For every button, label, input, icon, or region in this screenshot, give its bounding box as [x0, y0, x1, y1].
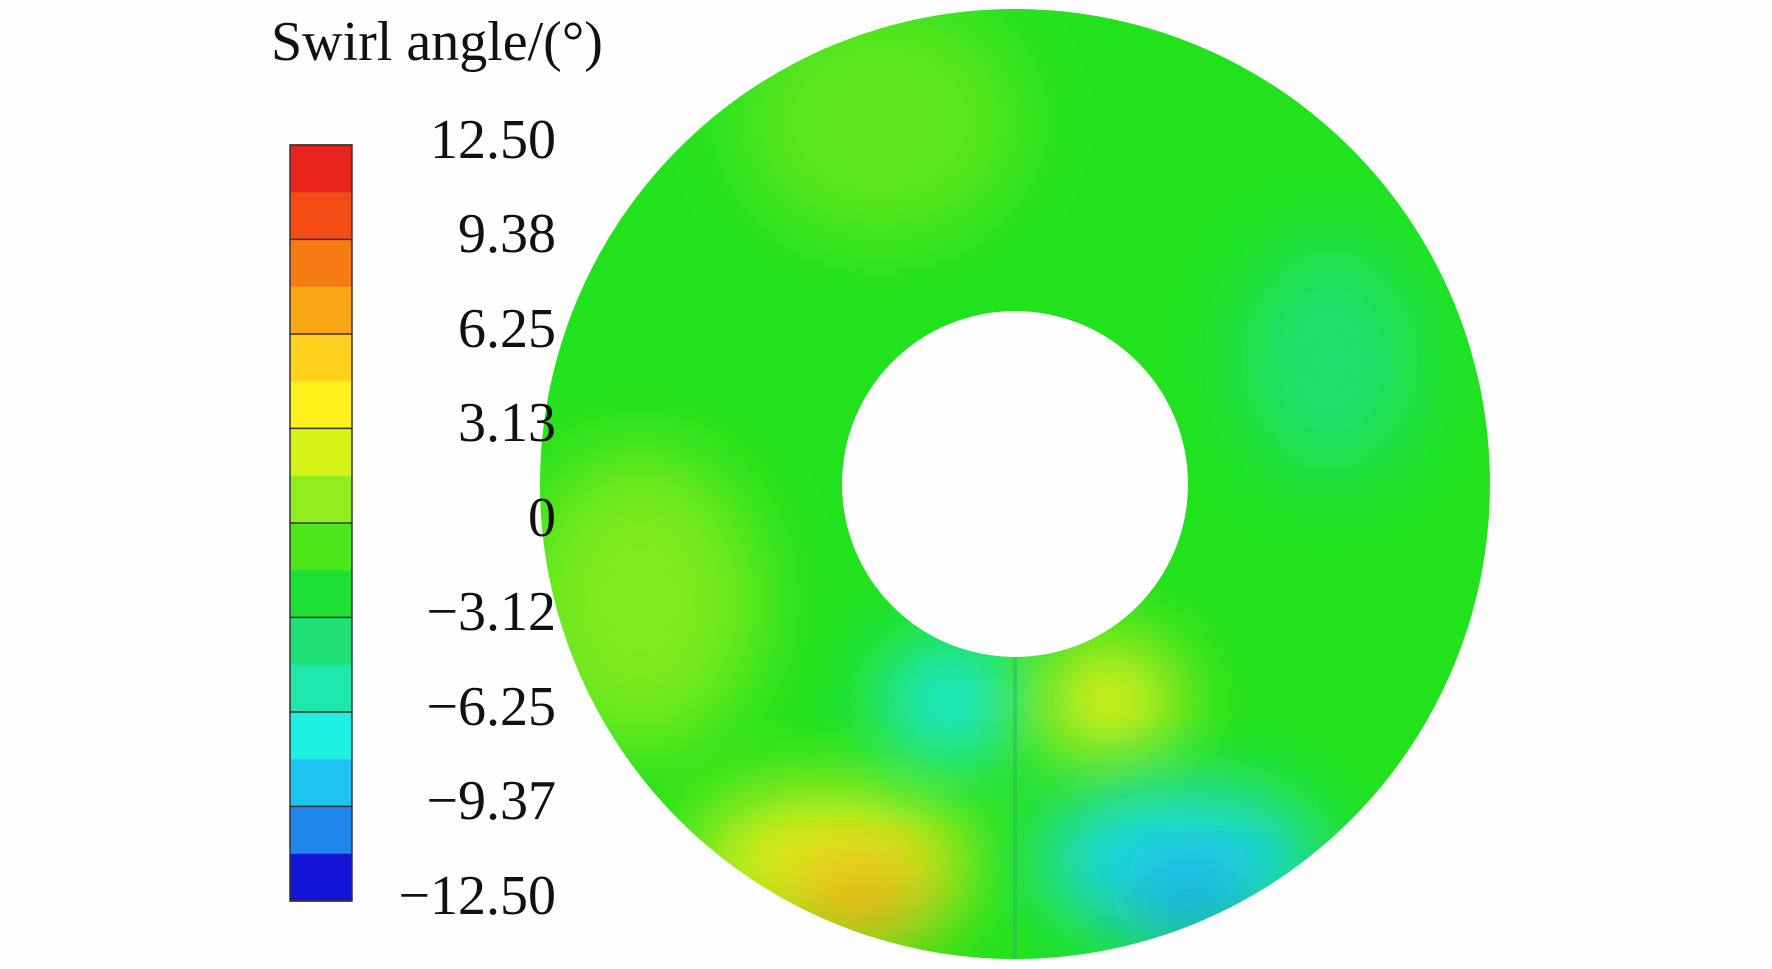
colorbar-band — [290, 381, 352, 429]
colorbar-band — [290, 759, 352, 807]
colorbar-band — [290, 523, 352, 571]
colorbar-band — [290, 334, 352, 382]
colorbar-band — [290, 192, 352, 240]
colorbar-band — [290, 286, 352, 335]
colorbar-band — [290, 664, 352, 713]
colorbar-tick-label: −6.25 — [426, 676, 556, 738]
colorbar-tick-label: 0 — [528, 487, 556, 549]
colorbar-band — [290, 239, 352, 288]
colorbar-band — [290, 570, 352, 618]
colorbar-tick-label: −3.12 — [426, 581, 556, 643]
colorbar-band — [290, 475, 352, 524]
swirl-contour-field — [540, 9, 1490, 959]
colorbar-band — [290, 806, 352, 855]
colorbar-tick-label: 6.25 — [458, 298, 556, 360]
colorbar-tick-label: 12.50 — [430, 109, 556, 171]
colorbar-band — [290, 428, 352, 477]
colorbar-tick-label: 3.13 — [458, 392, 556, 454]
colorbar-band — [290, 712, 352, 760]
colorbar-band — [290, 145, 352, 193]
colorbar-tick-label: −12.50 — [398, 865, 556, 927]
colorbar-band — [290, 853, 352, 902]
colorbar: 12.50 9.38 6.25 3.13 0 −3.12 −6.25 −9.37 −12.50 — [289, 109, 556, 927]
colorbar-tick-label: 9.38 — [458, 203, 556, 265]
colorbar-tick-label: −9.37 — [426, 770, 556, 832]
colorbar-title: Swirl angle/(°) — [271, 11, 603, 73]
colorbar-band — [290, 617, 352, 666]
